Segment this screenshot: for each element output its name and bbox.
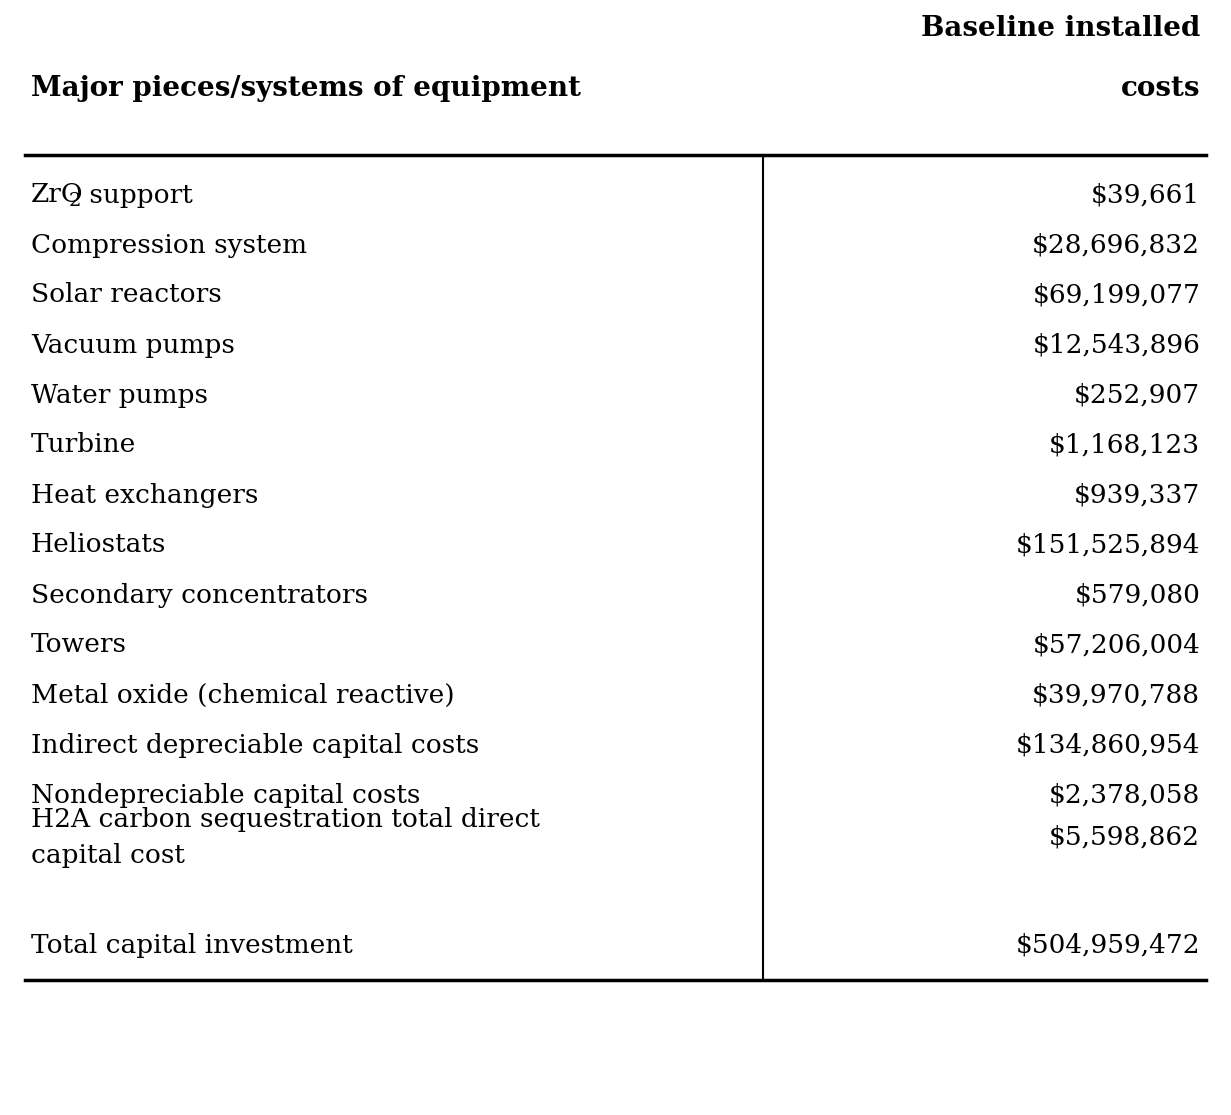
Text: Solar reactors: Solar reactors [31,282,222,308]
Text: Baseline installed: Baseline installed [921,14,1200,42]
Text: $252,907: $252,907 [1075,382,1200,407]
Text: $5,598,862: $5,598,862 [1049,825,1200,850]
Text: $151,525,894: $151,525,894 [1016,533,1200,558]
Text: Heliostats: Heliostats [31,533,166,558]
Text: $69,199,077: $69,199,077 [1033,282,1200,308]
Text: Metal oxide (chemical reactive): Metal oxide (chemical reactive) [31,682,454,708]
Text: ZrO: ZrO [31,183,84,207]
Text: $39,661: $39,661 [1091,183,1200,207]
Text: Turbine: Turbine [31,433,135,457]
Text: $939,337: $939,337 [1073,483,1200,507]
Text: $12,543,896: $12,543,896 [1033,332,1200,358]
Text: $504,959,472: $504,959,472 [1016,932,1200,958]
Text: $28,696,832: $28,696,832 [1033,233,1200,258]
Text: Indirect depreciable capital costs: Indirect depreciable capital costs [31,733,479,757]
Text: H2A carbon sequestration total direct
capital cost: H2A carbon sequestration total direct ca… [31,807,539,867]
Text: $134,860,954: $134,860,954 [1016,733,1200,757]
Text: Vacuum pumps: Vacuum pumps [31,332,235,358]
Text: Towers: Towers [31,632,127,658]
Text: Compression system: Compression system [31,233,307,258]
Text: Secondary concentrators: Secondary concentrators [31,582,368,608]
Text: support: support [81,183,192,207]
Text: Total capital investment: Total capital investment [31,932,352,958]
Text: Major pieces/systems of equipment: Major pieces/systems of equipment [31,75,581,101]
Text: $2,378,058: $2,378,058 [1049,783,1200,807]
Text: 2: 2 [69,193,81,211]
Text: Nondepreciable capital costs: Nondepreciable capital costs [31,783,420,807]
Text: $57,206,004: $57,206,004 [1033,632,1200,658]
Text: $1,168,123: $1,168,123 [1049,433,1200,457]
Text: Water pumps: Water pumps [31,382,208,407]
Text: costs: costs [1120,75,1200,101]
Text: Heat exchangers: Heat exchangers [31,483,259,507]
Text: $39,970,788: $39,970,788 [1033,682,1200,708]
Text: $579,080: $579,080 [1075,582,1200,608]
